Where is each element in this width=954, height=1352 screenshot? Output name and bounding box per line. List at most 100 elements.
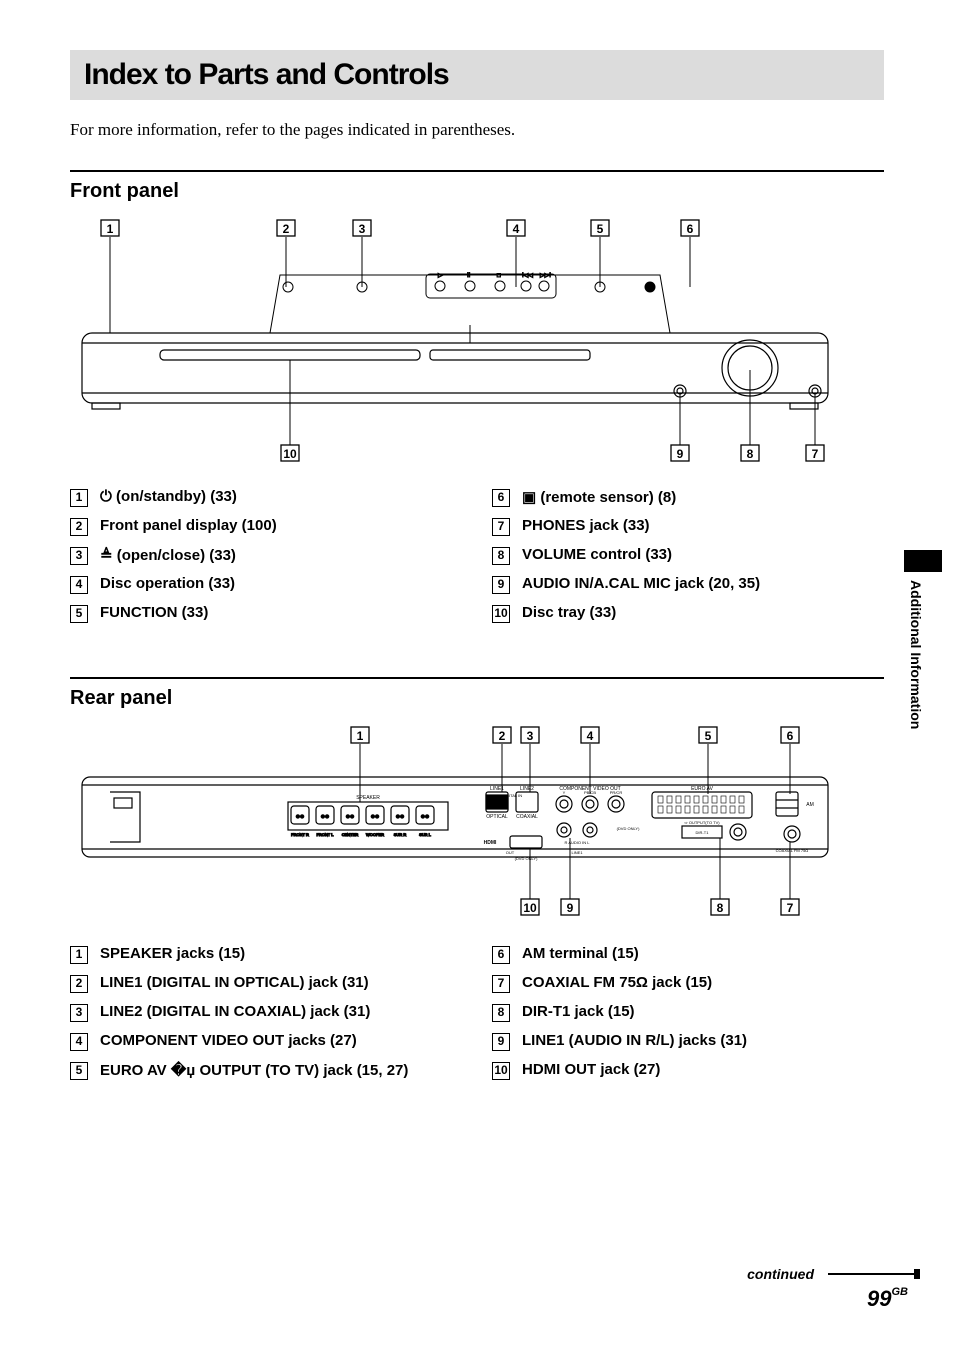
rear-legend: 1SPEAKER jacks (15) 2LINE1 (DIGITAL IN OP… [70, 945, 884, 1090]
front-panel-heading: Front panel [70, 180, 884, 203]
svg-text:9: 9 [567, 901, 574, 915]
legend-label: COMPONENT VIDEO OUT jacks (27) [100, 1032, 462, 1049]
callout-number: 4 [70, 1033, 88, 1051]
continued-line [828, 1273, 918, 1275]
legend-label: ⏻ (on/standby) (33) [100, 488, 462, 505]
svg-text:(DVD ONLY): (DVD ONLY) [617, 826, 640, 831]
svg-text:I◁◁: I◁◁ [522, 273, 533, 279]
svg-text:Y: Y [563, 790, 566, 795]
svg-text:COAXIAL: COAXIAL [516, 814, 538, 820]
legend-item: 4Disc operation (33) [70, 575, 462, 594]
svg-text:6: 6 [787, 729, 794, 743]
legend-label: ▣ (remote sensor) (8) [522, 488, 884, 506]
svg-text:8: 8 [717, 901, 724, 915]
svg-text:6: 6 [687, 222, 694, 236]
svg-text:▷▷I: ▷▷I [540, 273, 551, 279]
legend-item: 2LINE1 (DIGITAL IN OPTICAL) jack (31) [70, 974, 462, 993]
callout-number: 5 [70, 1062, 88, 1080]
legend-label: Front panel display (100) [100, 517, 462, 534]
legend-label: ≜ (open/close) (33) [100, 546, 462, 564]
legend-label: AUDIO IN/A.CAL MIC jack (20, 35) [522, 575, 884, 592]
front-panel-diagram: 123456 ▷ II □ [70, 215, 884, 470]
callout-number: 10 [492, 1062, 510, 1080]
callout-number: 10 [492, 605, 510, 623]
legend-label: HDMI OUT jack (27) [522, 1061, 884, 1078]
legend-item: 10 HDMI OUT jack (27) [492, 1061, 884, 1080]
divider [70, 170, 884, 172]
legend-label: AM terminal (15) [522, 945, 884, 962]
svg-text:SPEAKER: SPEAKER [356, 795, 380, 801]
svg-text:CENTER: CENTER [342, 832, 359, 837]
callout-number: 3 [70, 547, 88, 565]
legend-label: VOLUME control (33) [522, 546, 884, 563]
legend-item: 5EURO AV �џ OUTPUT (TO TV) jack (15, 27) [70, 1061, 462, 1080]
legend-label: LINE1 (DIGITAL IN OPTICAL) jack (31) [100, 974, 462, 991]
svg-text:10: 10 [283, 447, 297, 461]
legend-item: 6AM terminal (15) [492, 945, 884, 964]
legend-item: 6 ▣ (remote sensor) (8) [492, 488, 884, 507]
legend-item: 8 DIR-T1 jack (15) [492, 1003, 884, 1022]
legend-label: LINE2 (DIGITAL IN COAXIAL) jack (31) [100, 1003, 462, 1020]
svg-text:LINE1: LINE1 [490, 786, 504, 792]
svg-text:AM: AM [806, 802, 814, 808]
svg-text:PR/CR: PR/CR [610, 790, 623, 795]
callout-number: 8 [492, 1004, 510, 1022]
svg-text:□: □ [497, 273, 501, 279]
svg-text:9: 9 [677, 447, 684, 461]
legend-item: 1SPEAKER jacks (15) [70, 945, 462, 964]
front-legend: 1 ⏻ (on/standby) (33) 2 Front panel display… [70, 488, 884, 633]
legend-label: Disc tray (33) [522, 604, 884, 621]
svg-text:⊕⊖: ⊕⊖ [396, 814, 404, 820]
svg-text:1: 1 [357, 729, 364, 743]
legend-item: 4 COMPONENT VIDEO OUT jacks (27) [70, 1032, 462, 1051]
svg-text:HDMI: HDMI [484, 840, 497, 846]
svg-text:⇨ OUTPUT(TO TV): ⇨ OUTPUT(TO TV) [684, 820, 720, 825]
legend-label: COAXIAL FM 75Ω jack (15) [522, 974, 884, 991]
callout-number: 2 [70, 518, 88, 536]
rear-panel-diagram: 123456 ⊕⊖FRONT R⊕⊖FRONT L⊕⊖CENTER⊕⊖WOOFE… [70, 722, 884, 927]
svg-text:⊕⊖: ⊕⊖ [296, 814, 304, 820]
legend-item: 5FUNCTION (33) [70, 604, 462, 623]
svg-text:2: 2 [499, 729, 506, 743]
footer: continued [70, 1266, 918, 1282]
callout-number: 1 [70, 489, 88, 507]
svg-text:⊕⊖: ⊕⊖ [421, 814, 429, 820]
svg-text:EURO AV: EURO AV [691, 786, 714, 792]
svg-text:LINE1: LINE1 [571, 850, 583, 855]
svg-text:WOOFER: WOOFER [366, 832, 384, 837]
svg-text:3: 3 [359, 222, 366, 236]
intro-text: For more information, refer to the pages… [70, 120, 884, 140]
callout-number: 3 [70, 1004, 88, 1022]
side-tab: Additional Information [894, 570, 918, 820]
svg-text:(DVD ONLY): (DVD ONLY) [515, 856, 538, 861]
divider [70, 677, 884, 679]
svg-text:SUR L: SUR L [419, 832, 432, 837]
svg-text:4: 4 [587, 729, 594, 743]
legend-item: 7 COAXIAL FM 75Ω jack (15) [492, 974, 884, 993]
svg-text:FRONT L: FRONT L [316, 832, 334, 837]
svg-text:▷: ▷ [438, 273, 443, 279]
callout-number: 4 [70, 576, 88, 594]
svg-text:7: 7 [787, 901, 794, 915]
continued-label: continued [747, 1266, 814, 1282]
svg-text:PB/CB: PB/CB [584, 790, 596, 795]
legend-item: 2 Front panel display (100) [70, 517, 462, 536]
rear-panel-heading: Rear panel [70, 687, 884, 710]
svg-text:1: 1 [107, 222, 114, 236]
svg-text:DIGITAL IN: DIGITAL IN [502, 793, 522, 798]
svg-text:SUR R: SUR R [394, 832, 407, 837]
callout-number: 7 [492, 975, 510, 993]
callout-number: 6 [492, 489, 510, 507]
svg-text:2: 2 [283, 222, 290, 236]
svg-text:5: 5 [705, 729, 712, 743]
legend-label: DIR-T1 jack (15) [522, 1003, 884, 1020]
legend-item: 8VOLUME control (33) [492, 546, 884, 565]
svg-text:4: 4 [513, 222, 520, 236]
callout-number: 1 [70, 946, 88, 964]
page-number: 99GB [867, 1286, 908, 1312]
legend-item: 3 ≜ (open/close) (33) [70, 546, 462, 565]
callout-number: 9 [492, 576, 510, 594]
callout-number: 7 [492, 518, 510, 536]
svg-text:8: 8 [747, 447, 754, 461]
legend-item: 1 ⏻ (on/standby) (33) [70, 488, 462, 507]
